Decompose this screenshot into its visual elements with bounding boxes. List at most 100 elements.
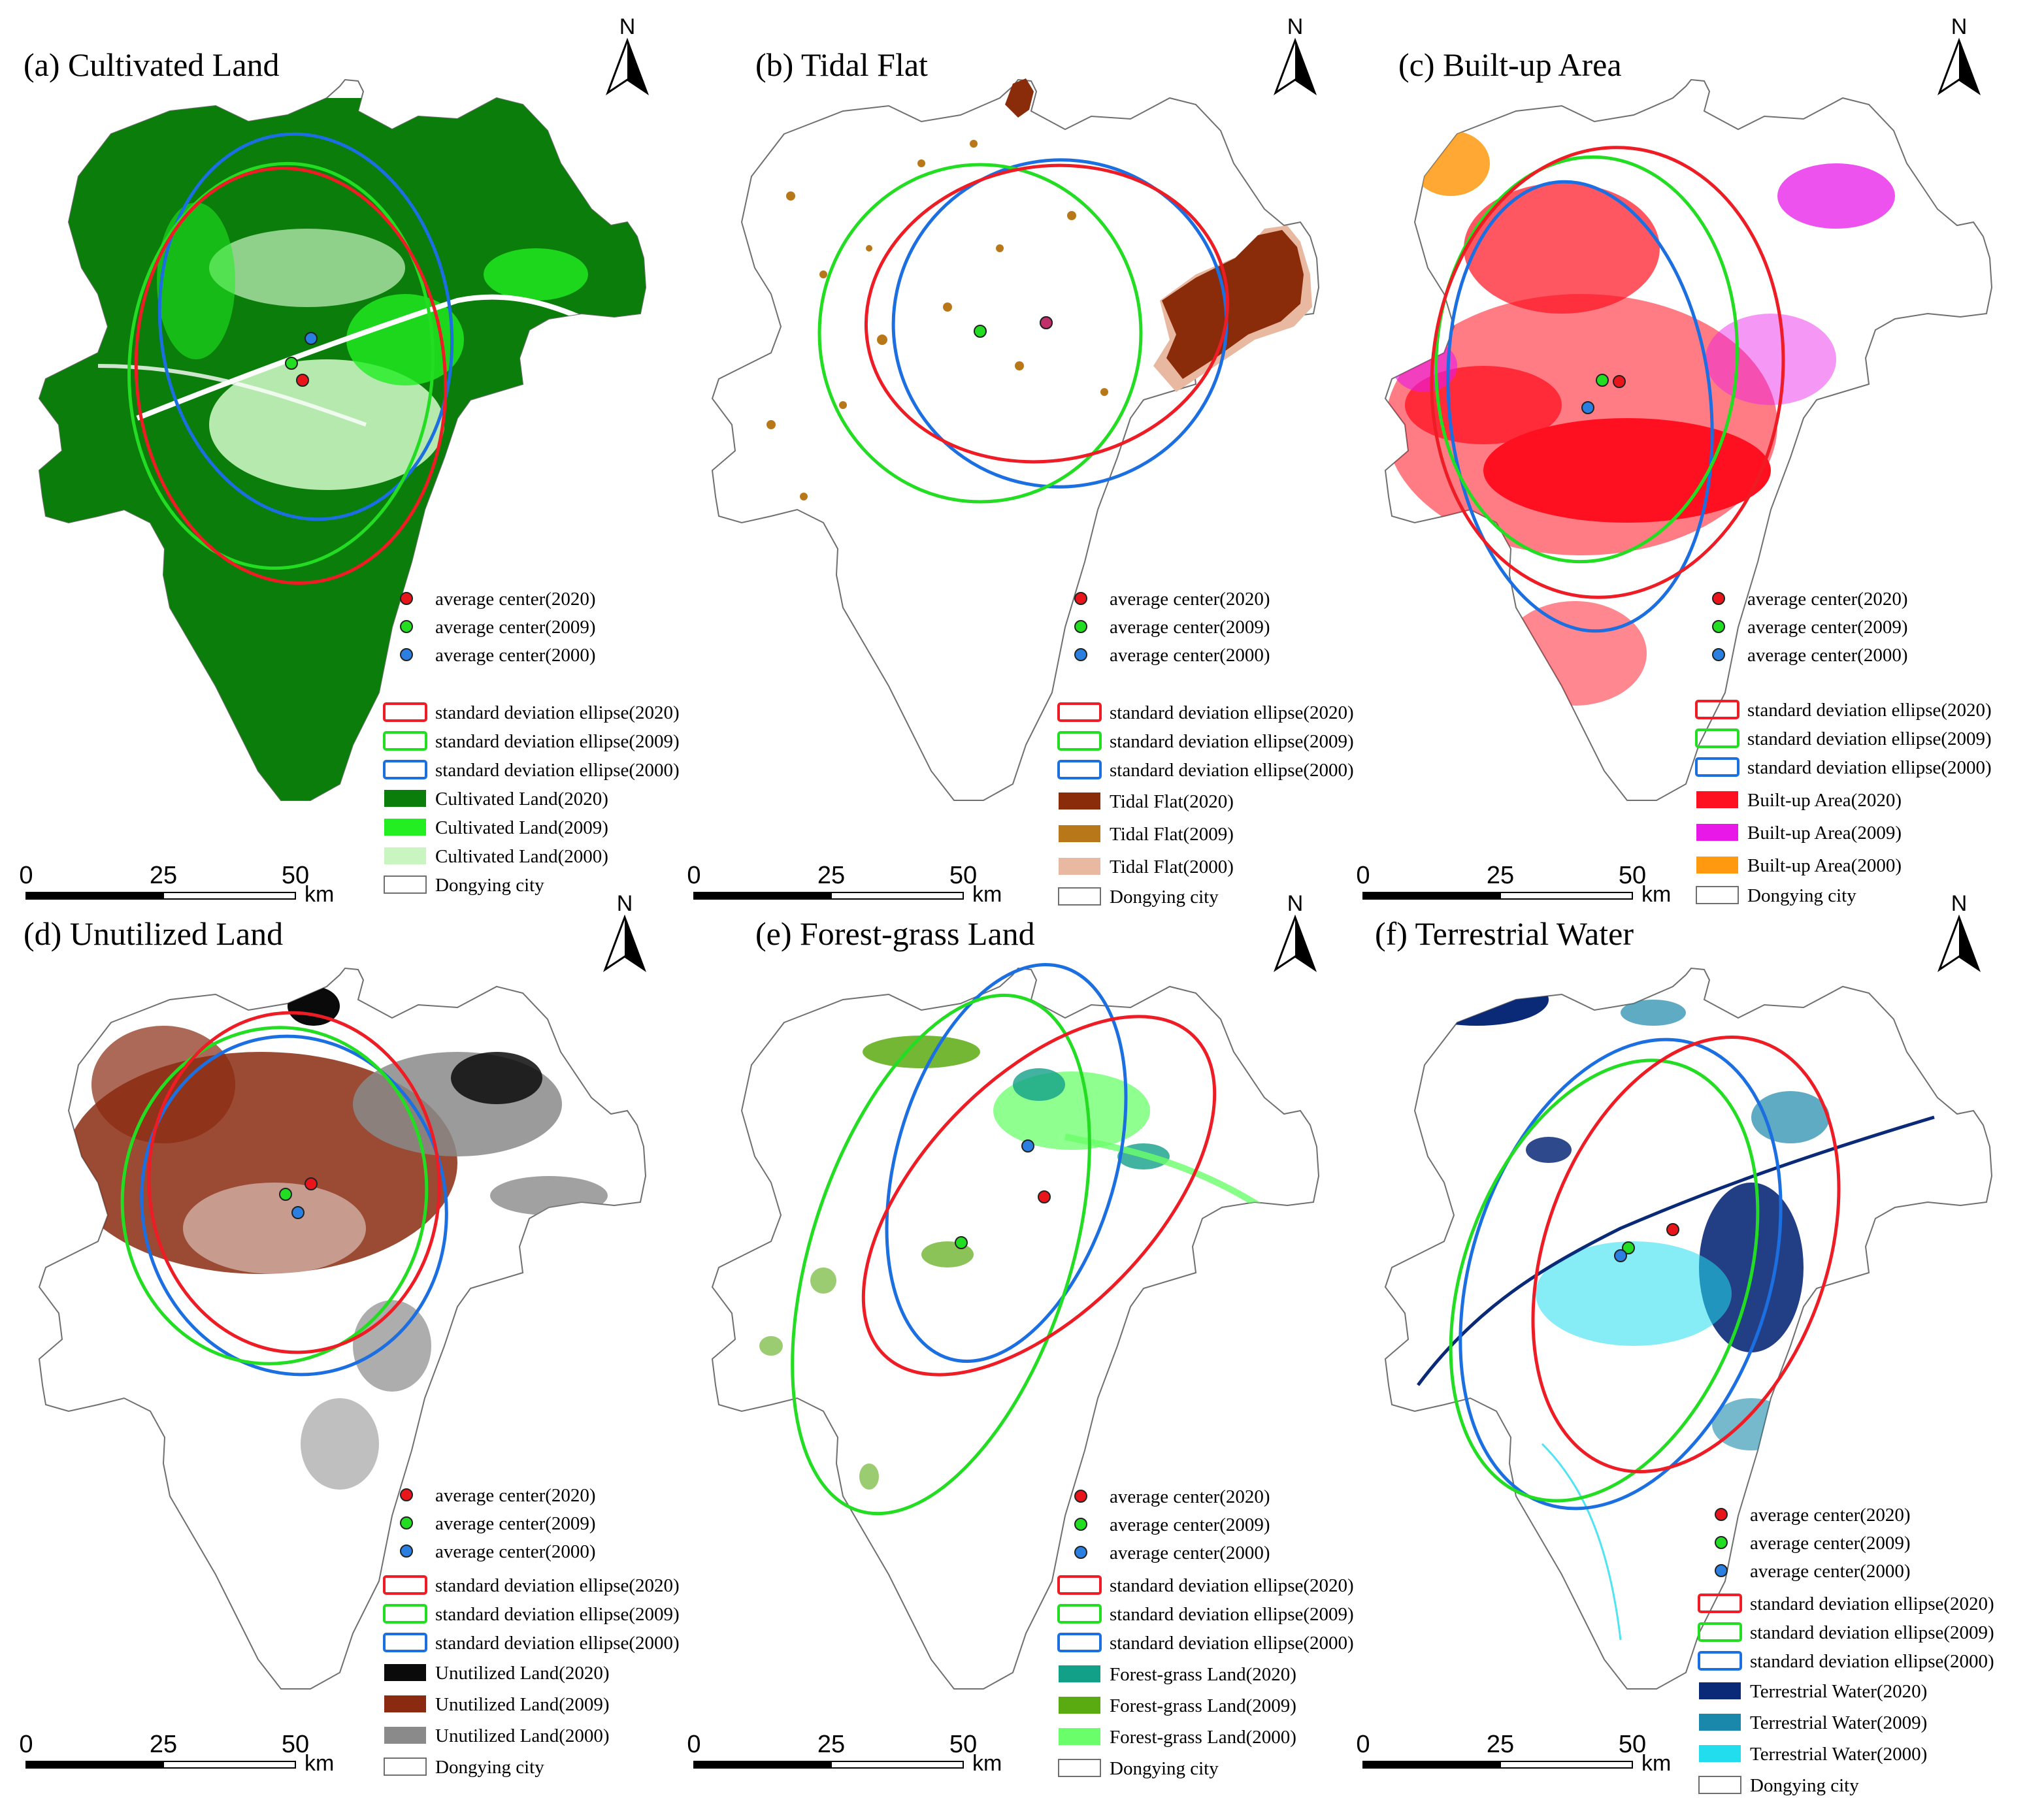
legend-label: standard deviation ellipse(2020)	[1110, 1575, 1354, 1596]
average-center-2009	[974, 325, 987, 338]
scale-tick-0: 0	[1356, 862, 1370, 889]
legend-ellipse-2009-icon	[383, 731, 427, 751]
legend-center-2009-icon	[1074, 1518, 1087, 1531]
legend-ellipse-2000-icon	[1057, 760, 1102, 779]
legend-ellipse-2020-icon	[383, 702, 427, 722]
legend-ellipse-2000-icon	[383, 1633, 427, 1652]
legend-ellipse-2000-icon	[1698, 1651, 1742, 1671]
scale-tick-25: 25	[150, 862, 177, 889]
legend-label: Built-up Area(2000)	[1747, 855, 1902, 876]
legend-class-2020-icon	[1699, 1682, 1741, 1699]
legend-label: average center(2000)	[435, 645, 596, 666]
legend-center-2000-icon	[400, 648, 413, 661]
average-center-2009	[279, 1188, 292, 1201]
legend-label: average center(2000)	[1110, 645, 1270, 666]
legend-label: Built-up Area(2009)	[1747, 823, 1902, 843]
north-arrow: N	[605, 14, 650, 95]
scale-tick-50: 50	[1619, 862, 1646, 889]
legend-label: average center(2020)	[1110, 1486, 1270, 1507]
panel-title: (d) Unutilized Land	[24, 915, 283, 952]
legend-ellipse-2020-icon	[1695, 700, 1739, 719]
scale-tick-0: 0	[687, 862, 701, 889]
legend-center-2000-icon	[400, 1545, 413, 1558]
legend-center-2000-icon	[1074, 648, 1087, 661]
scale-tick-50: 50	[949, 1731, 977, 1758]
legend-label: Forest-grass Land(2020)	[1110, 1664, 1296, 1685]
legend-label: standard deviation ellipse(2000)	[1747, 757, 1992, 778]
legend-boundary-icon	[384, 875, 427, 894]
city-boundary	[1385, 79, 1992, 801]
legend: average center(2020) average center(2009…	[1057, 1486, 1354, 1779]
average-center-2009	[955, 1236, 968, 1249]
legend-center-2020-icon	[400, 592, 413, 605]
north-arrow: N	[1937, 14, 1981, 95]
legend-label: Dongying city	[1747, 885, 1856, 906]
legend-class-2009-icon	[384, 1695, 426, 1712]
legend-label: Cultivated Land(2000)	[435, 846, 608, 867]
std-ellipse-2009	[120, 1026, 429, 1365]
legend-center-2000-icon	[1712, 648, 1725, 661]
legend-class-2020-icon	[1059, 1665, 1100, 1682]
legend-label: average center(2009)	[435, 617, 596, 638]
legend-center-2009-icon	[1715, 1536, 1728, 1549]
legend-label: standard deviation ellipse(2020)	[1747, 700, 1992, 721]
legend-label: standard deviation ellipse(2000)	[1750, 1651, 1994, 1672]
scale-unit: km	[972, 882, 1002, 907]
legend-ellipse-2009-icon	[1698, 1622, 1742, 1642]
legend-label: average center(2009)	[435, 1513, 596, 1534]
scale-tick-50: 50	[949, 862, 977, 889]
legend-label: standard deviation ellipse(2000)	[435, 760, 680, 781]
legend-label: standard deviation ellipse(2009)	[1750, 1622, 1994, 1643]
legend-label: Tidal Flat(2020)	[1110, 791, 1234, 812]
north-label: N	[617, 891, 633, 916]
legend-label: average center(2020)	[435, 1485, 596, 1506]
legend-label: standard deviation ellipse(2009)	[1110, 731, 1354, 752]
std-ellipse-2000	[140, 1034, 448, 1377]
north-label: N	[1287, 891, 1304, 916]
scale-bar: 0 25 50 km	[19, 1731, 334, 1776]
legend: average center(2020) average center(2009…	[383, 589, 680, 896]
legend-label: average center(2000)	[1747, 645, 1908, 666]
average-center-2020	[305, 1177, 318, 1190]
land-cover-pattern	[766, 140, 1108, 500]
average-center-2000	[305, 332, 318, 345]
legend-ellipse-2009-icon	[1057, 731, 1102, 751]
city-boundary	[712, 968, 1319, 1690]
legend-label: Terrestrial Water(2000)	[1750, 1744, 1927, 1765]
legend: average center(2020) average center(2009…	[1698, 1505, 1994, 1796]
legend-label: Tidal Flat(2000)	[1110, 857, 1234, 877]
legend-label: standard deviation ellipse(2000)	[435, 1633, 680, 1654]
land-cover-pattern	[759, 1036, 1276, 1490]
scale-tick-0: 0	[687, 1731, 701, 1758]
legend-label: standard deviation ellipse(2009)	[435, 731, 680, 752]
legend: average center(2020) average center(2009…	[1057, 589, 1354, 907]
legend-center-2020-icon	[1712, 592, 1725, 605]
average-center-2000	[1581, 401, 1594, 414]
legend-label: Dongying city	[1110, 1758, 1219, 1779]
legend-ellipse-2020-icon	[1698, 1594, 1742, 1613]
panel-title: (f) Terrestrial Water	[1375, 915, 1634, 952]
panel-title: (b) Tidal Flat	[755, 46, 928, 83]
legend-label: Dongying city	[1110, 887, 1219, 907]
legend-label: standard deviation ellipse(2020)	[1750, 1594, 1994, 1614]
scale-bar: 0 25 50 km	[19, 862, 334, 907]
average-center-2020	[1613, 375, 1626, 388]
legend-label: average center(2009)	[1110, 617, 1270, 638]
std-ellipse-2009	[1449, 1058, 1760, 1503]
legend-label: standard deviation ellipse(2020)	[435, 1575, 680, 1596]
north-label: N	[1287, 14, 1304, 39]
legend-class-2000-icon	[384, 847, 426, 864]
north-arrow: N	[1273, 891, 1317, 972]
legend-label: Forest-grass Land(2000)	[1110, 1727, 1296, 1748]
average-center-2009	[1596, 374, 1609, 387]
scale-unit: km	[305, 1751, 334, 1776]
legend-label: Dongying city	[435, 1757, 544, 1778]
legend-ellipse-2020-icon	[1057, 702, 1102, 722]
legend-label: Cultivated Land(2009)	[435, 817, 608, 838]
legend-label: Tidal Flat(2009)	[1110, 824, 1234, 845]
scale-unit: km	[1641, 1751, 1671, 1776]
legend-label: average center(2009)	[1110, 1514, 1270, 1535]
std-ellipse-2020	[861, 1015, 1217, 1377]
scale-tick-50: 50	[1619, 1731, 1646, 1758]
